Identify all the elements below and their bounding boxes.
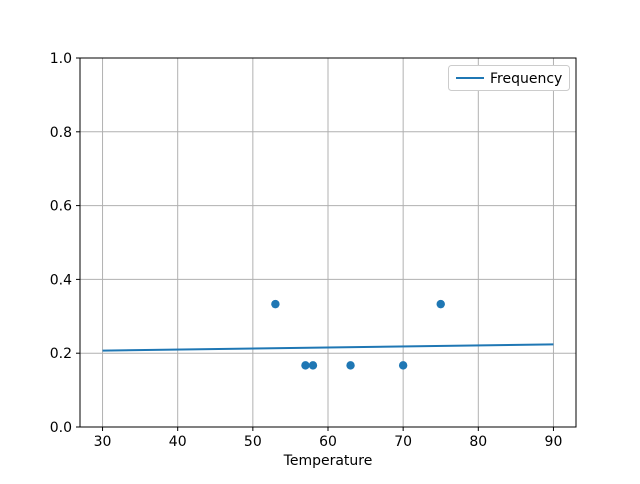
y-tick-label: 1.0 [50, 51, 72, 67]
x-tick-label: 90 [545, 434, 563, 450]
x-tick-label: 80 [469, 434, 487, 450]
x-tick-label: 30 [94, 434, 112, 450]
y-tick-label: 0.4 [50, 272, 72, 288]
x-tick-label: 50 [244, 434, 262, 450]
legend-label: Frequency [490, 71, 562, 87]
data-point [346, 361, 355, 370]
legend: Frequency [448, 65, 570, 91]
y-tick-label: 0.2 [50, 346, 72, 362]
data-point [271, 299, 280, 309]
data-point [308, 361, 318, 370]
x-tick-label: 40 [169, 434, 187, 450]
y-tick-label: 0.6 [50, 199, 72, 215]
data-point [398, 361, 408, 370]
data-point [436, 299, 445, 309]
axes-layer: 30 40 50 60 70 80 90 0.0 0.2 0.4 0.6 0.8 1.0 [50, 51, 577, 450]
x-tick-label: 60 [319, 434, 337, 450]
y-tick-label: 0.8 [50, 125, 72, 141]
x-tick-label: 70 [394, 434, 412, 450]
y-tick-label: 0.0 [50, 420, 72, 436]
data-point [301, 361, 310, 370]
legend-box [448, 65, 570, 91]
x-axis-label: Temperature [283, 453, 373, 469]
series-layer [102, 299, 554, 370]
grid-layer [80, 57, 576, 428]
trend-line [102, 343, 554, 352]
